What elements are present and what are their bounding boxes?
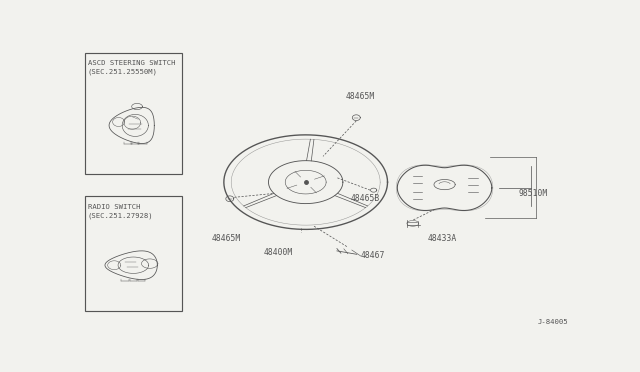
Text: ASCD STEERING SWITCH: ASCD STEERING SWITCH (88, 60, 175, 66)
Text: 48465M: 48465M (346, 92, 374, 101)
Text: (SEC.251.25550M): (SEC.251.25550M) (88, 69, 158, 76)
Text: 48467: 48467 (360, 251, 385, 260)
Bar (85, 53, 182, 173)
Text: (SEC.251.27928): (SEC.251.27928) (88, 212, 154, 219)
Bar (85, 196, 182, 311)
Text: 48465M: 48465M (211, 234, 241, 243)
Text: 48433A: 48433A (428, 234, 456, 243)
Text: 98510M: 98510M (519, 189, 548, 198)
Text: 48400M: 48400M (264, 248, 292, 257)
Text: J-84005: J-84005 (538, 319, 568, 325)
Text: RADIO SWITCH: RADIO SWITCH (88, 203, 140, 209)
Text: 48465B: 48465B (350, 194, 380, 203)
